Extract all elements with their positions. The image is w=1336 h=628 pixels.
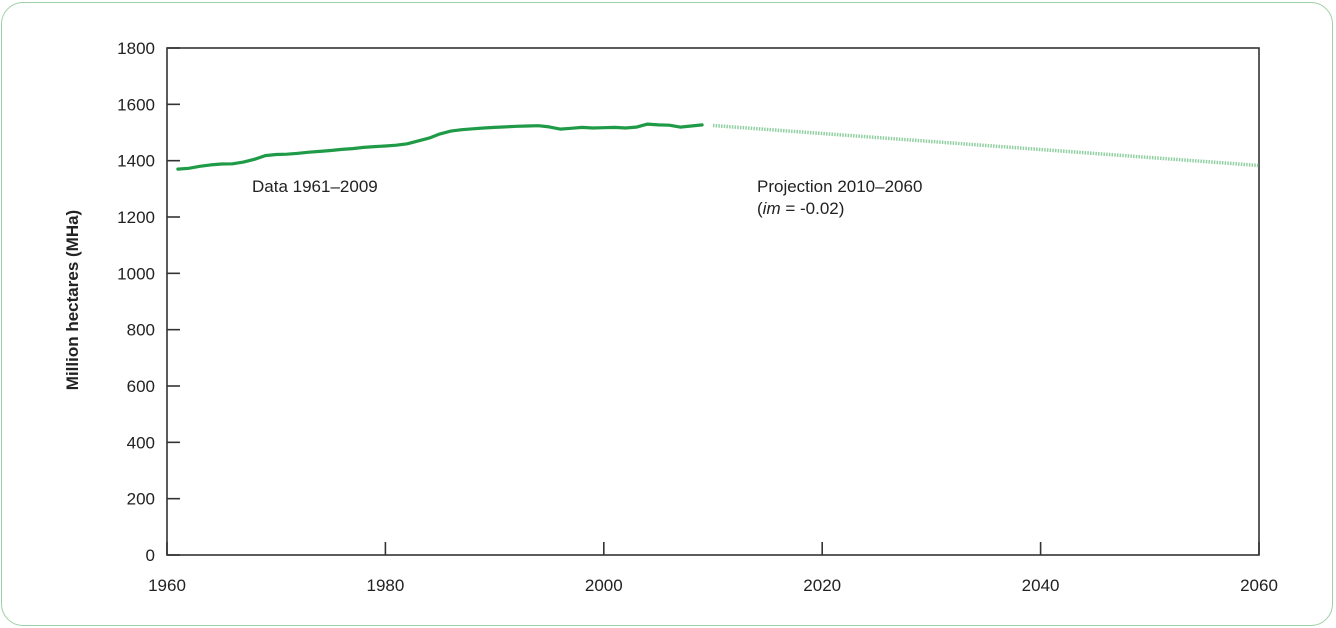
projection-line xyxy=(712,123,1260,168)
data-annotation: Data 1961–2009 xyxy=(252,177,378,196)
x-tick-label: 2040 xyxy=(1022,576,1060,595)
series-group xyxy=(176,122,1260,171)
projection-param-open: ( xyxy=(757,199,763,218)
x-tick-label: 2000 xyxy=(585,576,623,595)
y-tick-label: 400 xyxy=(127,433,155,452)
y-tick-label: 800 xyxy=(127,321,155,340)
y-tick-label: 1800 xyxy=(117,39,155,58)
y-tick-label: 0 xyxy=(146,546,155,565)
data-line xyxy=(176,122,704,171)
projection-param-value: = -0.02) xyxy=(781,199,845,218)
y-tick-label: 200 xyxy=(127,490,155,509)
projection-parameter-annotation: (im = -0.02) xyxy=(757,199,844,218)
y-tick-label: 1000 xyxy=(117,264,155,283)
projection-param-variable: im xyxy=(763,199,781,218)
y-tick-label: 1600 xyxy=(117,95,155,114)
x-tick-label: 1960 xyxy=(148,576,186,595)
x-tick-label: 1980 xyxy=(366,576,404,595)
axes xyxy=(166,47,1260,556)
x-tick-label: 2060 xyxy=(1240,576,1278,595)
y-tick-label: 1400 xyxy=(117,152,155,171)
y-tick-label: 1200 xyxy=(117,208,155,227)
x-tick-label: 2020 xyxy=(803,576,841,595)
projection-annotation: Projection 2010–2060 xyxy=(757,177,922,196)
ticks: 0 200 400 600 800 1000 1200 1400 1600 1800 1960 198… xyxy=(117,39,1278,595)
y-tick-label: 600 xyxy=(127,377,155,396)
y-axis-label: Million hectares (MHa) xyxy=(63,210,82,390)
plot-border xyxy=(166,47,1260,556)
